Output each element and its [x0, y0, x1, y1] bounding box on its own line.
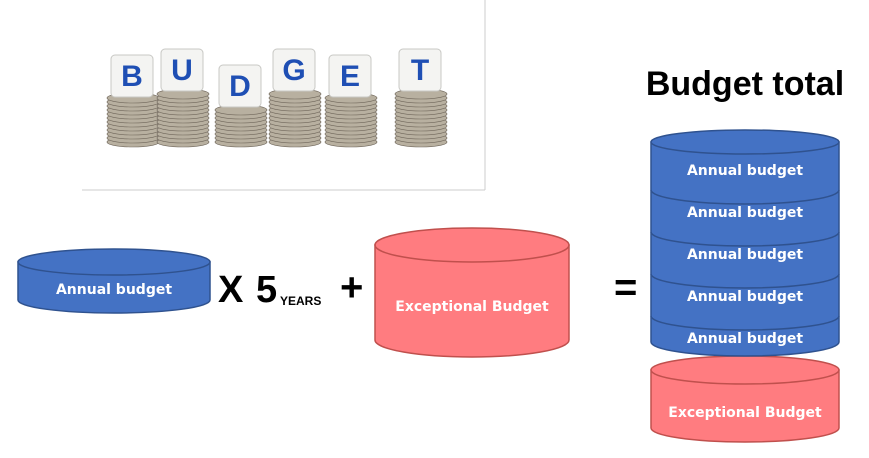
stack-annual-label: Annual budget: [687, 289, 803, 305]
letter: U: [171, 54, 193, 87]
stack-annual-label: Annual budget: [687, 331, 803, 347]
exceptional-label: Exceptional Budget: [395, 299, 549, 315]
letter: D: [229, 70, 251, 103]
annual-label: Annual budget: [56, 282, 172, 298]
equals: =: [614, 266, 637, 310]
diagram: BU DG E T Budget total Annual budget X 5 YE…: [0, 0, 869, 458]
stack-exceptional-label: Exceptional Budget: [668, 405, 822, 421]
stack-annual-label: Annual budget: [687, 247, 803, 263]
stack-annual-label: Annual budget: [687, 163, 803, 179]
letter: B: [121, 60, 143, 93]
times: X: [218, 269, 244, 311]
page: BU DG E T Budget total Annual budget X 5 YE…: [0, 0, 869, 458]
stack-annual-label: Annual budget: [687, 205, 803, 221]
letter: E: [340, 60, 360, 93]
letter: T: [411, 54, 429, 87]
plus: +: [340, 266, 363, 310]
title: Budget total: [646, 65, 844, 103]
annual-cylinder: [18, 249, 210, 313]
years: 5: [256, 269, 277, 311]
letter: G: [282, 54, 305, 87]
exceptional-cylinder: [375, 228, 569, 357]
years-unit: YEARS: [280, 294, 321, 308]
